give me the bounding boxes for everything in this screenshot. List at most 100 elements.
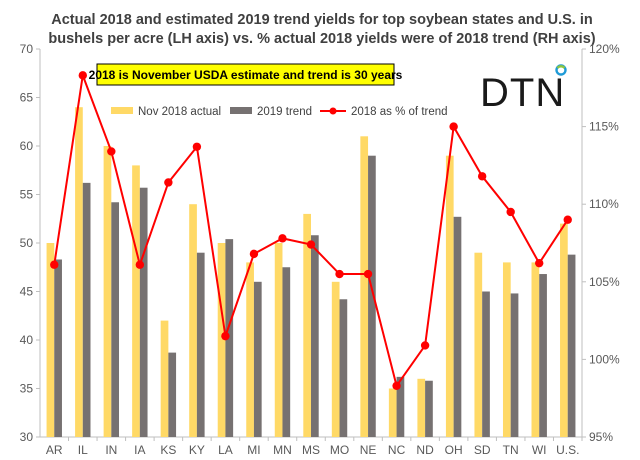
bar-nov-2018-actual-mi xyxy=(246,262,254,437)
chart-title-line-1: Actual 2018 and estimated 2019 trend yie… xyxy=(51,12,593,28)
point-2018-as-of-trend-la xyxy=(221,331,230,341)
bar-2019-trend-nc xyxy=(396,376,405,437)
left-tick-label: 50 xyxy=(20,236,34,250)
point-2018-as-of-trend-ar xyxy=(50,260,59,269)
x-tick-label-nc: NC xyxy=(388,443,406,457)
left-tick-label: 40 xyxy=(20,333,34,347)
point-2018-as-of-trend-u-s xyxy=(563,215,572,224)
point-2018-as-of-trend-il xyxy=(78,71,87,80)
x-tick-label-ia: IA xyxy=(134,443,145,457)
x-tick-label-ky: KY xyxy=(189,443,205,457)
bar-nov-2018-actual-u-s xyxy=(560,223,568,437)
bar-nov-2018-actual-ia xyxy=(132,165,140,437)
legend-label-2018-as-pct-of-trend: 2018 as % of trend xyxy=(351,106,448,118)
bar-2019-trend-ks xyxy=(168,352,177,437)
note-text: 2018 is November USDA estimate and trend… xyxy=(89,68,403,82)
x-tick-label-il: IL xyxy=(78,443,88,457)
left-tick-label: 45 xyxy=(20,285,34,299)
bar-2019-trend-mn xyxy=(282,267,291,437)
x-tick-label-nd: ND xyxy=(416,443,434,457)
bar-2019-trend-u-s xyxy=(567,254,576,437)
point-2018-as-of-trend-ms xyxy=(306,240,316,249)
point-2018-as-of-trend-ia xyxy=(135,260,145,269)
bar-nov-2018-actual-sd xyxy=(474,252,483,437)
bar-2019-trend-mo xyxy=(339,299,348,437)
bar-2019-trend-tn xyxy=(510,293,519,437)
dtn-logo-arc-icon xyxy=(556,65,566,69)
line-series xyxy=(50,71,572,390)
bar-nov-2018-actual-nc xyxy=(388,388,397,437)
bar-2019-trend-ne xyxy=(368,155,376,437)
bar-nov-2018-actual-ky xyxy=(189,204,197,437)
right-tick-label: 100% xyxy=(589,352,620,366)
bar-nov-2018-actual-mn xyxy=(274,243,283,437)
bar-2019-trend-il xyxy=(82,182,91,437)
bar-nov-2018-actual-nd xyxy=(417,378,426,437)
bar-2019-trend-sd xyxy=(482,291,490,437)
bar-2019-trend-ms xyxy=(311,235,319,437)
legend-swatch-nov-2018-actual xyxy=(111,107,133,114)
point-2018-as-of-trend-sd xyxy=(477,172,487,181)
point-2018-as-of-trend-mn xyxy=(278,234,287,243)
bar-nov-2018-actual-ks xyxy=(160,320,169,437)
point-2018-as-of-trend-mo xyxy=(335,269,344,279)
legend-marker-2018-as-pct-of-trend xyxy=(329,107,337,115)
bar-nov-2018-actual-tn xyxy=(502,262,511,437)
left-tick-label: 30 xyxy=(20,430,34,444)
bar-nov-2018-actual-wi xyxy=(531,262,540,437)
point-2018-as-of-trend-ks xyxy=(164,178,173,187)
bar-nov-2018-actual-in xyxy=(103,146,112,437)
bar-nov-2018-actual-la xyxy=(217,243,226,437)
note-background xyxy=(96,63,395,86)
bar-series xyxy=(46,107,576,438)
bar-2019-trend-nd xyxy=(425,380,433,437)
bar-nov-2018-actual-il xyxy=(75,107,83,437)
legend: Nov 2018 actual 2019 trend 2018 as % of … xyxy=(111,106,448,118)
x-tick-label-mi: MI xyxy=(247,443,260,457)
point-2018-as-of-trend-nd xyxy=(420,341,430,350)
right-tick-label: 95% xyxy=(589,430,613,444)
x-tick-label-mo: MO xyxy=(330,443,349,457)
right-tick-label: 115% xyxy=(589,120,619,134)
bar-2019-trend-wi xyxy=(539,274,547,437)
chart-note: 2018 is November USDA estimate and trend… xyxy=(89,63,403,86)
bar-nov-2018-actual-ms xyxy=(303,213,311,437)
x-tick-label-ks: KS xyxy=(160,443,176,457)
bar-2019-trend-in xyxy=(111,202,120,437)
left-axis-ticks: 30 35 40 45 50 55 60 65 70 xyxy=(20,42,40,444)
point-2018-as-of-trend-tn xyxy=(506,207,515,217)
bar-2019-trend-oh xyxy=(453,216,462,437)
x-tick-label-ms: MS xyxy=(302,443,320,457)
left-tick-label: 35 xyxy=(20,382,34,396)
point-2018-as-of-trend-nc xyxy=(392,381,401,390)
point-2018-as-of-trend-wi xyxy=(535,258,544,268)
dtn-logo: DTN xyxy=(480,64,567,115)
x-tick-label-tn: TN xyxy=(503,443,519,457)
bar-nov-2018-actual-ne xyxy=(360,136,369,438)
x-tick-label-wi: WI xyxy=(532,443,547,457)
left-tick-label: 55 xyxy=(20,188,34,202)
bar-2019-trend-mi xyxy=(253,281,262,437)
x-tick-label-ar: AR xyxy=(46,443,63,457)
point-2018-as-of-trend-ne xyxy=(363,269,373,279)
bar-nov-2018-actual-ar xyxy=(46,243,55,437)
bar-2019-trend-la xyxy=(225,239,234,437)
x-tick-label-mn: MN xyxy=(273,443,292,457)
chart-title-line-2: bushels per acre (LH axis) vs. % actual … xyxy=(48,31,595,47)
right-tick-label: 110% xyxy=(589,197,619,211)
point-2018-as-of-trend-mi xyxy=(249,249,259,259)
point-2018-as-of-trend-ky xyxy=(192,142,202,151)
point-2018-as-of-trend-oh xyxy=(449,122,458,131)
bar-nov-2018-actual-oh xyxy=(445,155,454,437)
x-tick-label-la: LA xyxy=(218,443,233,457)
dtn-logo-text: DTN xyxy=(480,71,565,115)
left-tick-label: 65 xyxy=(20,91,34,105)
legend-label-2019-trend: 2019 trend xyxy=(257,106,312,118)
x-tick-label-u-s: U.S. xyxy=(556,443,579,457)
bar-2019-trend-ia xyxy=(139,187,148,437)
x-tick-label-ne: NE xyxy=(360,443,377,457)
bar-2019-trend-ar xyxy=(54,259,62,437)
left-tick-label: 70 xyxy=(20,42,34,56)
x-axis-labels: AR IL IN IA KS KY LA MI MN MS MO NE NC ND OH SD TN WI U.S. xyxy=(46,437,583,457)
